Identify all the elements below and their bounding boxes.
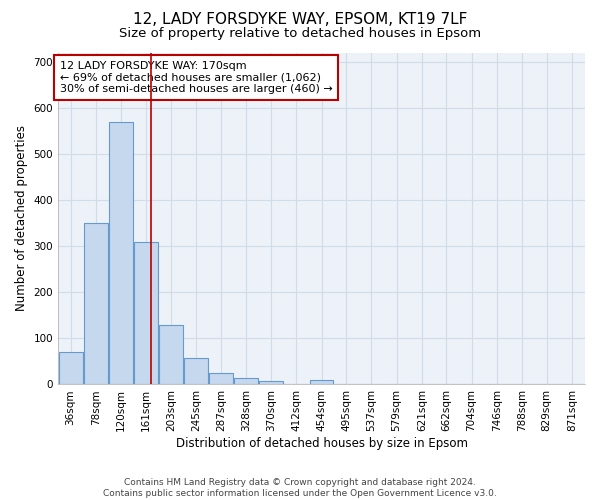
Text: 12, LADY FORSDYKE WAY, EPSOM, KT19 7LF: 12, LADY FORSDYKE WAY, EPSOM, KT19 7LF [133, 12, 467, 28]
Bar [184, 358, 208, 384]
Bar [259, 381, 283, 384]
Text: 12 LADY FORSDYKE WAY: 170sqm
← 69% of detached houses are smaller (1,062)
30% of: 12 LADY FORSDYKE WAY: 170sqm ← 69% of de… [60, 61, 332, 94]
Text: Contains HM Land Registry data © Crown copyright and database right 2024.
Contai: Contains HM Land Registry data © Crown c… [103, 478, 497, 498]
Bar [84, 223, 108, 384]
Bar [234, 378, 258, 384]
Bar [59, 352, 83, 384]
Bar [134, 242, 158, 384]
Y-axis label: Number of detached properties: Number of detached properties [15, 126, 28, 312]
Text: Size of property relative to detached houses in Epsom: Size of property relative to detached ho… [119, 28, 481, 40]
X-axis label: Distribution of detached houses by size in Epsom: Distribution of detached houses by size … [176, 437, 467, 450]
Bar [159, 324, 183, 384]
Bar [209, 373, 233, 384]
Bar [310, 380, 334, 384]
Bar [109, 122, 133, 384]
